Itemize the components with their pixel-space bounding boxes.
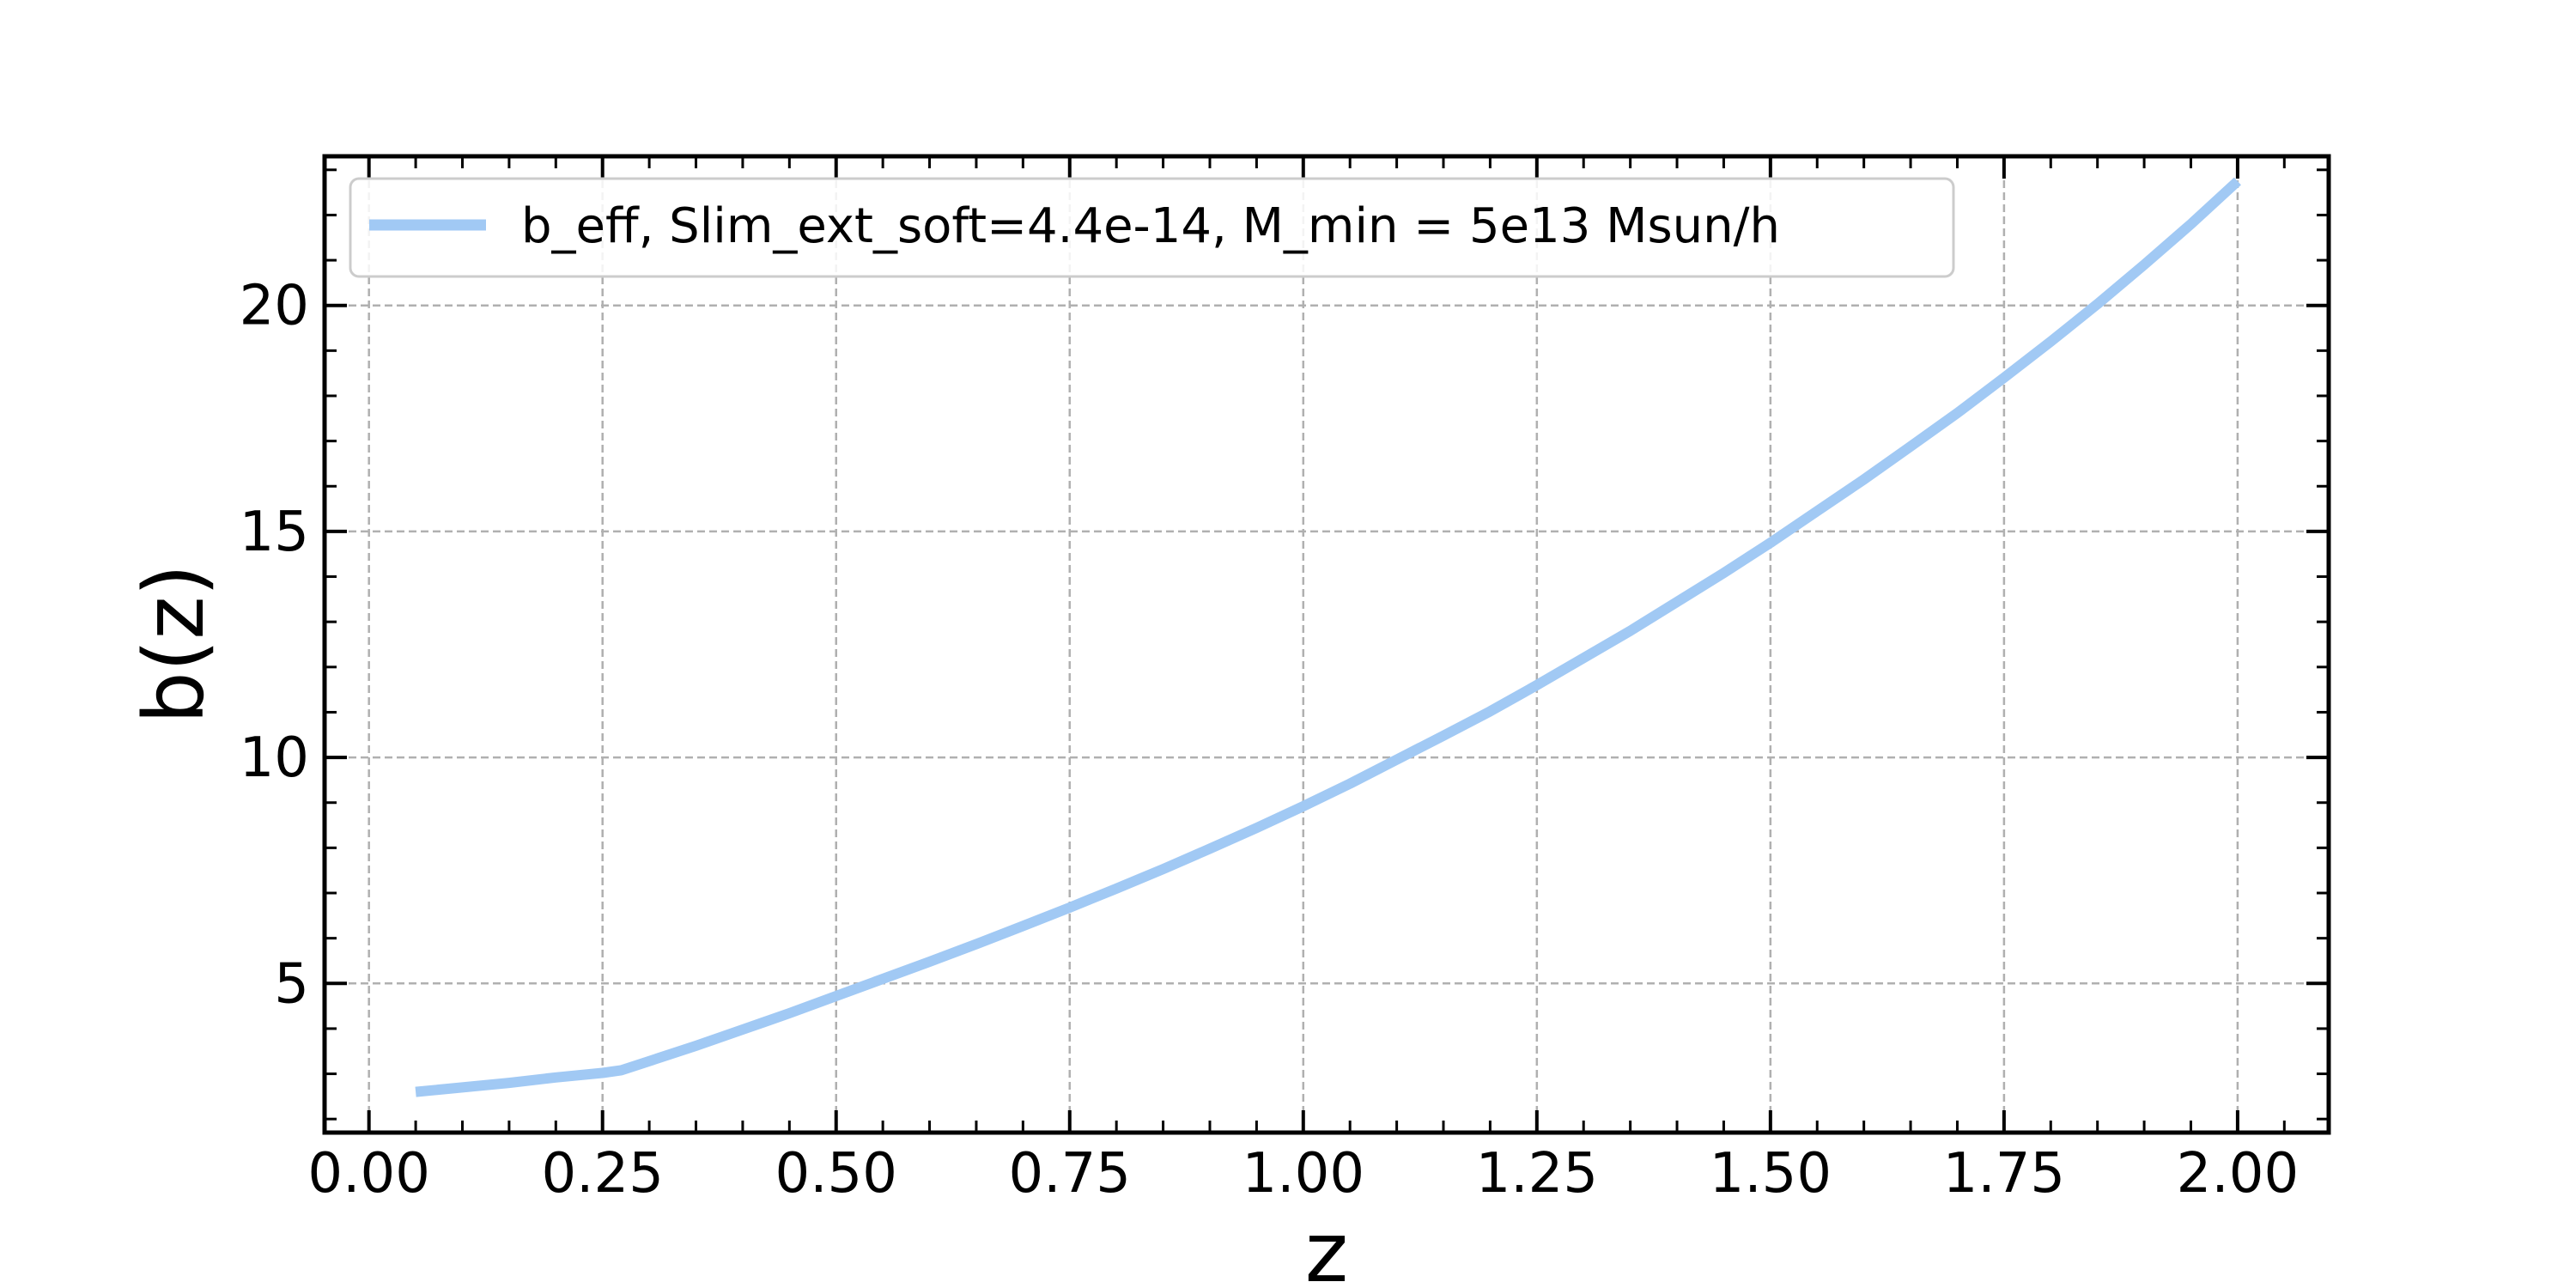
x-tick-label: 0.00: [307, 1142, 430, 1206]
y-tick-label: 15: [240, 501, 309, 564]
grid: [325, 156, 2329, 1133]
x-tick-label: 1.75: [1943, 1142, 2066, 1206]
x-tick-label: 0.25: [541, 1142, 664, 1206]
x-tick-label: 0.50: [775, 1142, 897, 1206]
tick-labels: 0.00 0.25 0.50 0.75 1.00 1.25 1.50 1.75 2.00 5 10 1…: [240, 275, 2300, 1206]
series-layer: [415, 177, 2241, 1097]
y-axis-title: b(z): [126, 564, 222, 724]
legend: b_eff, Slim_ext_soft=4.4e-14, M_min = 5e…: [349, 177, 1955, 278]
ticks: [325, 156, 2329, 1133]
series-line: [415, 177, 2241, 1097]
x-tick-label: 1.50: [1710, 1142, 1832, 1206]
legend-label: b_eff, Slim_ext_soft=4.4e-14, M_min = 5e…: [521, 198, 1780, 254]
y-tick-label: 10: [240, 726, 309, 790]
x-tick-label: 0.75: [1009, 1142, 1132, 1206]
legend-frame: [349, 177, 1955, 278]
x-tick-label: 1.25: [1476, 1142, 1599, 1206]
y-tick-label: 5: [274, 952, 309, 1016]
x-axis-title: z: [1305, 1205, 1348, 1288]
x-tick-label: 1.00: [1242, 1142, 1365, 1206]
plot-frame: [322, 154, 2331, 1135]
y-tick-label: 20: [240, 275, 309, 338]
x-tick-label: 2.00: [2177, 1142, 2300, 1206]
